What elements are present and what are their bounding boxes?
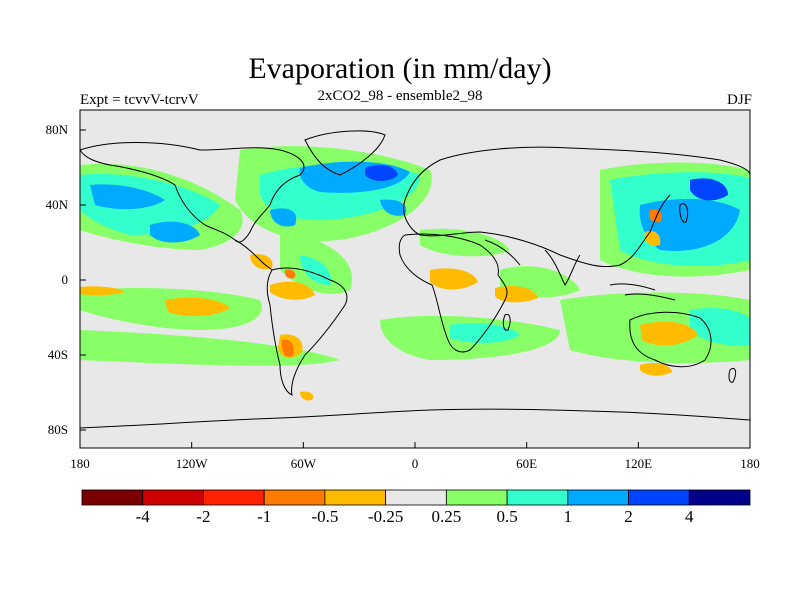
colorbar-swatch <box>506 489 569 506</box>
colorbar-label: -2 <box>196 507 211 526</box>
colorbar <box>81 489 751 506</box>
colorbar-label: 2 <box>624 507 633 526</box>
lon-tick-label: 180 <box>740 456 760 471</box>
lat-tick-label: 40N <box>45 197 68 212</box>
map-title: Evaporation (in mm/day) <box>248 52 552 85</box>
lat-tick-label: 80N <box>45 122 68 137</box>
colorbar-swatch <box>203 489 265 506</box>
lon-tick-label: 120E <box>624 456 653 471</box>
season-label: DJF <box>726 92 752 108</box>
colorbar-swatch <box>628 489 690 506</box>
colorbar-swatch <box>385 489 447 506</box>
contour-fields <box>80 146 750 401</box>
lon-tick-label: 0 <box>411 456 419 471</box>
lon-tick-label: 180 <box>70 456 90 471</box>
colorbar-swatch <box>142 489 204 506</box>
colorbar-label: 0.5 <box>496 507 518 526</box>
subtitle-label: 2xCO2_98 - ensemble2_98 <box>317 88 483 104</box>
lat-tick-label: 80S <box>47 422 68 437</box>
lon-tick-label: 60E <box>516 456 538 471</box>
map-background <box>80 110 750 448</box>
colorbar-swatch <box>81 489 144 506</box>
colorbar-swatch <box>567 489 629 506</box>
colorbar-label: -0.5 <box>311 507 339 526</box>
colorbar-label: -0.25 <box>367 507 404 526</box>
coastlines <box>80 130 750 429</box>
colorbar-swatch <box>688 489 751 506</box>
colorbar-label: 1 <box>563 507 573 526</box>
lon-tick-label: 60W <box>290 456 316 471</box>
colorbar-label: 4 <box>685 507 694 526</box>
lat-tick-label: 0 <box>61 272 69 287</box>
experiment-label: Expt = tcvvV-tcrvV <box>80 92 199 108</box>
axis-ticks <box>79 129 751 448</box>
colorbar-label: -4 <box>135 507 150 526</box>
colorbar-label: 0.25 <box>431 507 462 526</box>
lat-tick-label: 40S <box>47 347 68 362</box>
colorbar-label: -1 <box>257 507 272 526</box>
colorbar-swatch <box>324 489 387 506</box>
colorbar-swatch <box>445 489 508 506</box>
lon-tick-label: 120W <box>175 456 208 471</box>
colorbar-swatch <box>263 489 326 506</box>
